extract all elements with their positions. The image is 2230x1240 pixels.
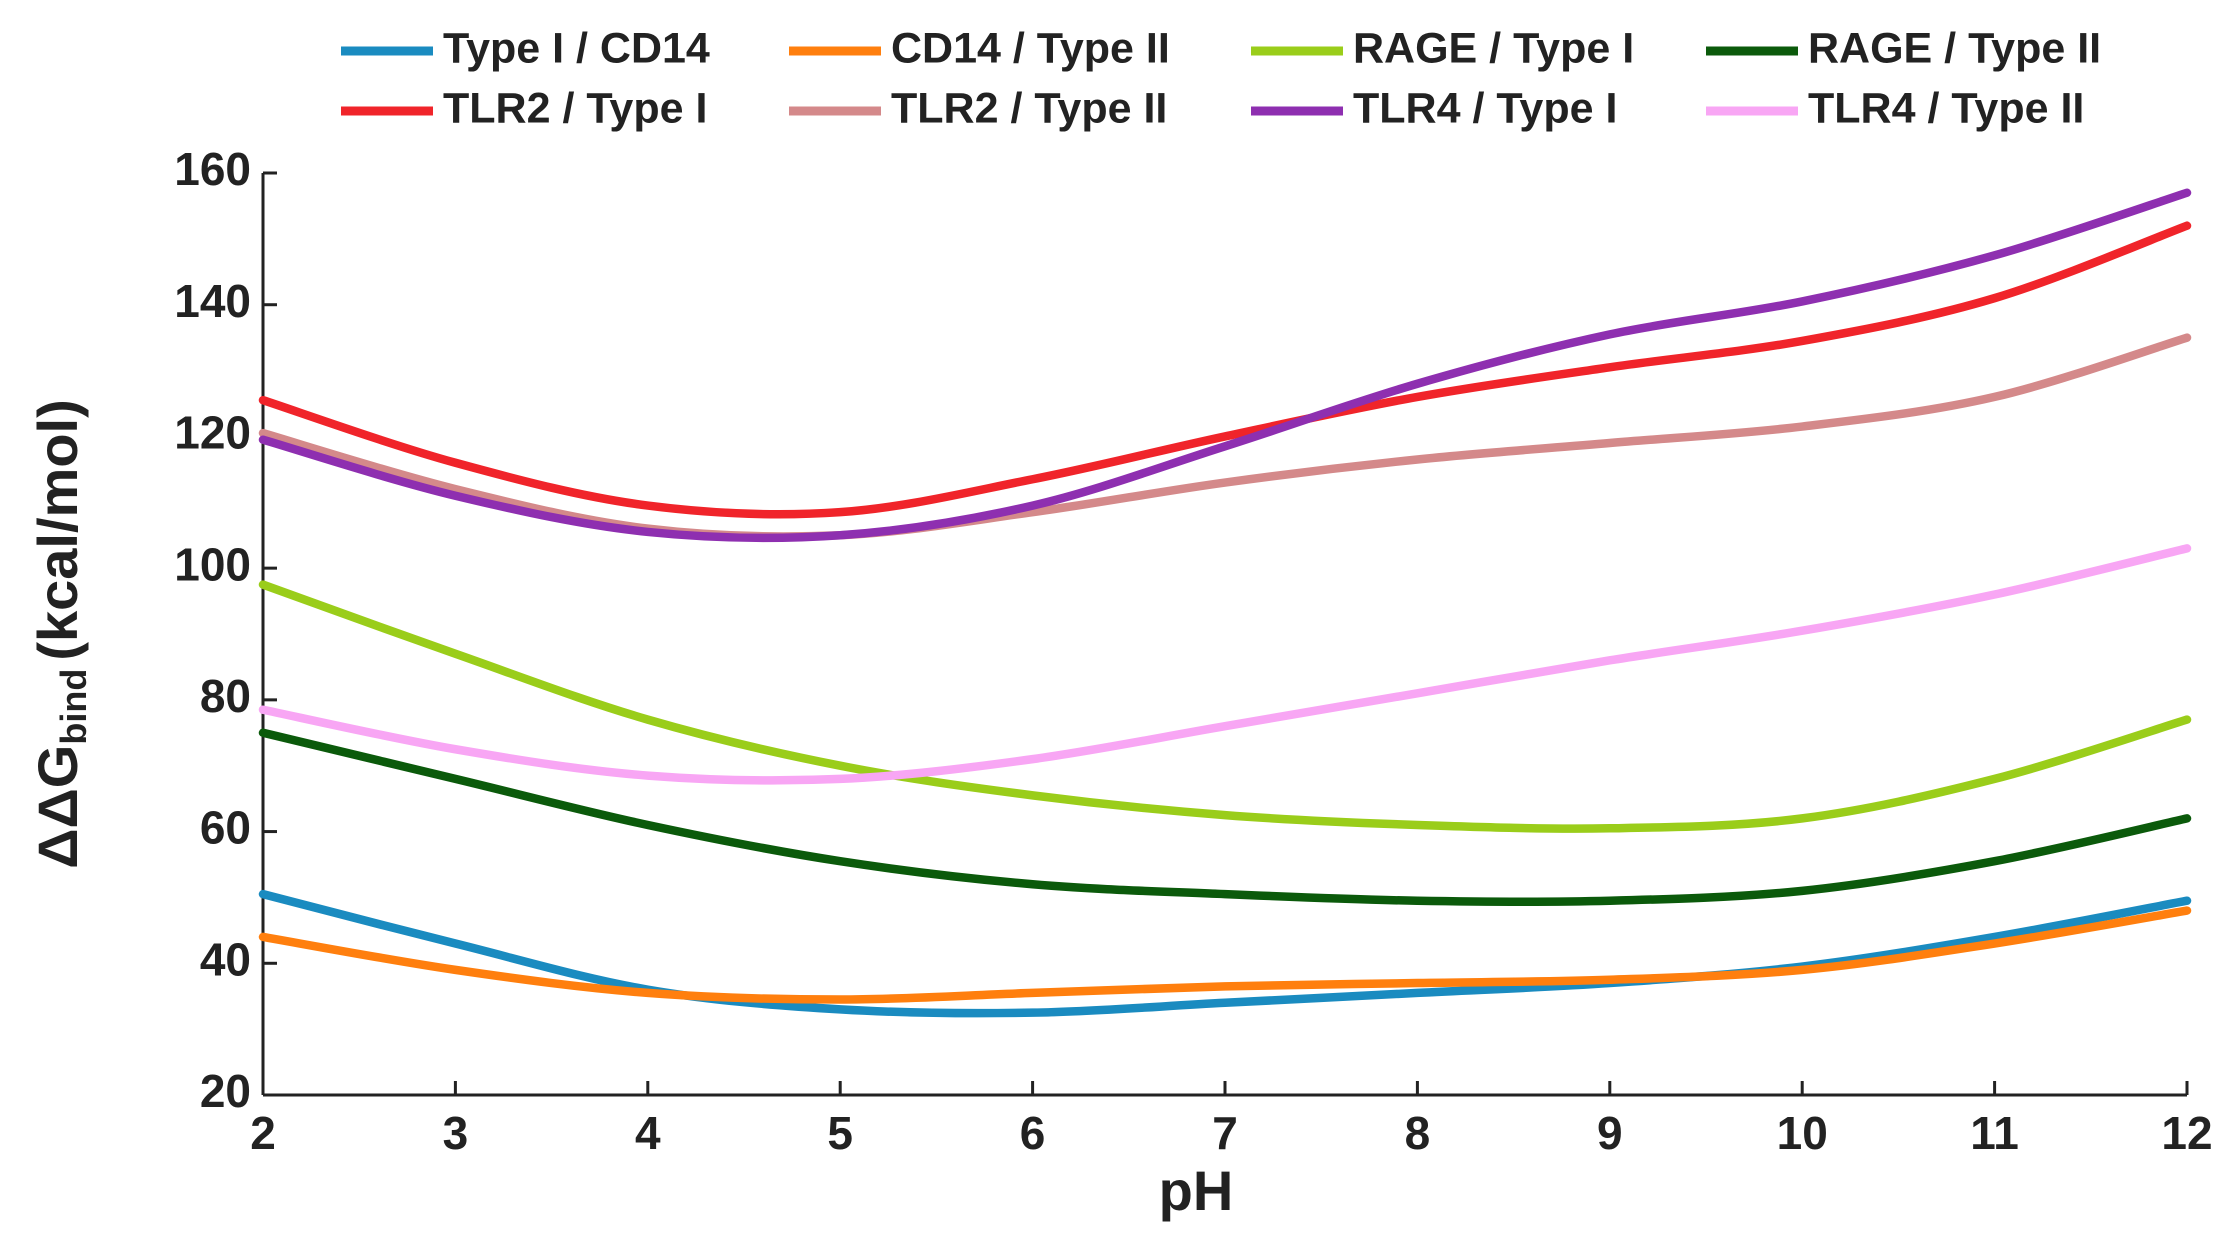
y-label-main: ΔΔG (26, 745, 89, 869)
x-tick-label: 6 (1020, 1107, 1046, 1159)
x-tick-label: 12 (2161, 1107, 2212, 1159)
legend-label: RAGE / Type II (1808, 24, 2101, 72)
y-tick-label: 120 (174, 407, 251, 459)
y-label-sub: bind (53, 669, 94, 745)
y-tick-label: 60 (200, 802, 251, 854)
y-tick-label: 140 (174, 275, 251, 327)
series-line (258, 580, 2192, 833)
legend-label: TLR2 / Type I (443, 84, 707, 132)
y-tick-label: 100 (174, 538, 251, 590)
y-tick-label: 40 (200, 933, 251, 985)
series-line (258, 889, 2192, 1018)
y-label-unit: (kcal/mol) (26, 399, 89, 660)
x-tick-label: 5 (827, 1107, 853, 1159)
legend-label: CD14 / Type II (891, 24, 1170, 72)
series-line (258, 906, 2192, 1004)
legend-label: Type I / CD14 (443, 24, 710, 72)
x-tick-label: 2 (250, 1107, 276, 1159)
x-tick-label: 11 (1970, 1107, 2019, 1159)
legend-label: TLR4 / Type II (1808, 84, 2084, 132)
series-line (258, 188, 2192, 543)
x-tick-label: 3 (443, 1107, 469, 1159)
x-tick-label: 7 (1212, 1107, 1238, 1159)
y-tick-label: 80 (200, 670, 251, 722)
x-tick-label: 10 (1777, 1107, 1828, 1159)
legend-label: RAGE / Type I (1353, 24, 1634, 72)
y-axis-label: ΔΔGbind (kcal/mol) (26, 399, 94, 868)
x-axis-label: pH (1159, 1159, 1234, 1222)
series-line (258, 221, 2192, 519)
x-tick-label: 4 (635, 1107, 661, 1159)
y-tick-label: 20 (200, 1065, 251, 1117)
series-line (258, 333, 2192, 541)
x-tick-label: 9 (1597, 1107, 1623, 1159)
legend-label: TLR2 / Type II (891, 84, 1167, 132)
legend-label: TLR4 / Type I (1353, 84, 1617, 132)
series-line (258, 544, 2192, 785)
y-tick-label: 160 (174, 143, 251, 195)
x-tick-label: 8 (1405, 1107, 1431, 1159)
series-line (258, 728, 2192, 907)
